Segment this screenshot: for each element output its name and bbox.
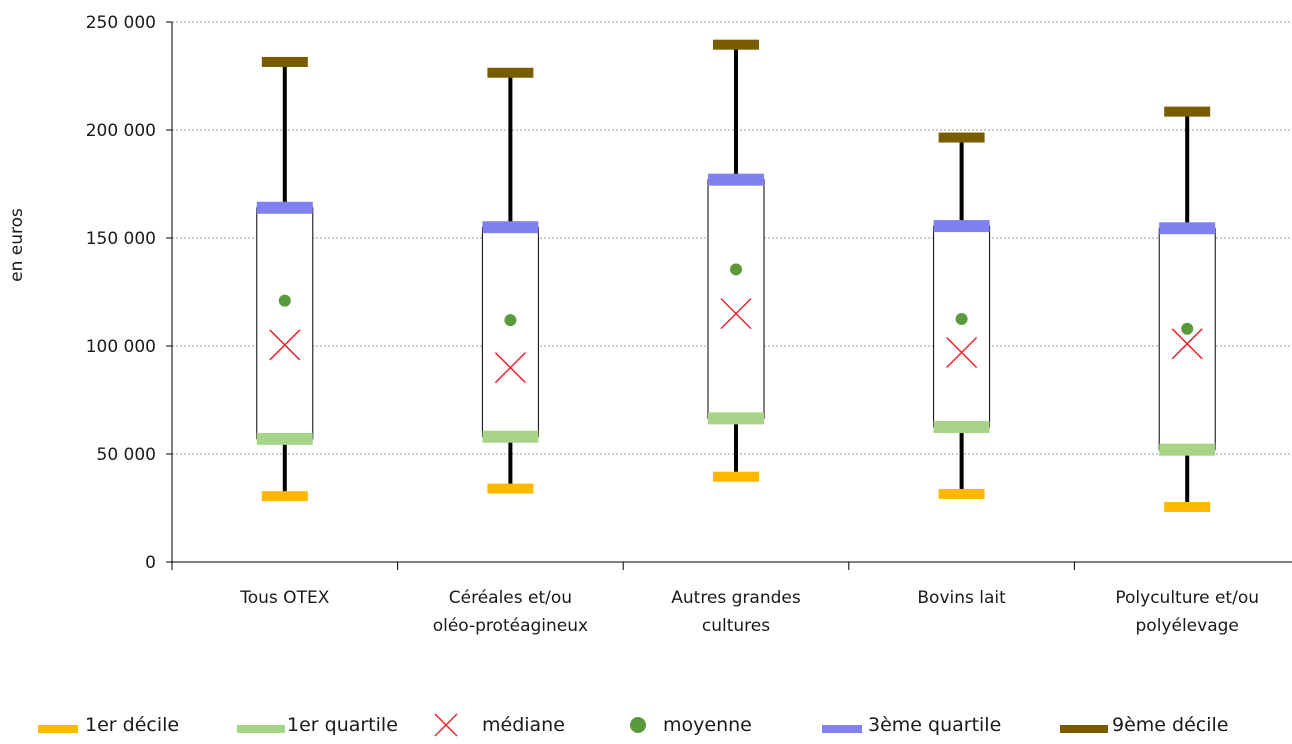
quartile3-mark <box>933 220 990 233</box>
quartile3-mark <box>256 201 313 214</box>
decile9-mark <box>261 56 308 67</box>
category-label: Céréales et/ou <box>449 588 572 608</box>
y-tick-label: 100 000 <box>86 337 156 357</box>
quartile3-mark <box>482 221 539 234</box>
mean-mark <box>1181 322 1194 335</box>
legend-swatch <box>434 713 458 737</box>
category-label: cultures <box>702 616 770 636</box>
mean-mark <box>730 263 742 276</box>
y-tick-label: 0 <box>145 553 156 573</box>
box <box>1158 227 1216 451</box>
axes <box>166 21 1292 570</box>
quartile3-mark <box>708 173 764 186</box>
category-label: Tous OTEX <box>239 588 329 608</box>
box <box>707 179 765 419</box>
decile1-mark <box>1164 501 1211 512</box>
y-axis-label: en euros <box>7 208 27 282</box>
mean-mark <box>504 314 517 327</box>
legend-swatch <box>38 725 78 733</box>
legend-swatch <box>630 717 646 733</box>
median-mark <box>946 336 978 369</box>
y-tick-label: 250 000 <box>86 13 156 33</box>
median-mark <box>720 298 752 330</box>
decile1-mark <box>938 488 985 499</box>
legend-label: 1er décile <box>85 714 179 736</box>
legend-label: médiane <box>482 714 565 736</box>
quartile3-mark <box>1159 222 1216 235</box>
quartile1-mark <box>256 432 313 445</box>
quartile1-mark <box>1159 443 1216 456</box>
legend-label: 1er quartile <box>287 714 398 736</box>
decile9-mark <box>713 39 759 50</box>
category-labels: Tous OTEX Céréales et/ou oléo-protéagineux… <box>239 588 1259 636</box>
quartile1-mark <box>482 430 539 443</box>
decile9-mark <box>938 132 985 143</box>
legend-swatch <box>1060 725 1108 733</box>
y-tick-label: 50 000 <box>97 445 156 465</box>
quartile1-mark <box>708 412 764 425</box>
box <box>933 225 991 428</box>
median-mark <box>494 352 526 384</box>
category-label: polyélevage <box>1136 616 1239 636</box>
median-mark <box>269 329 301 361</box>
y-tick-label: 150 000 <box>86 229 156 249</box>
decile1-mark <box>487 483 534 494</box>
box <box>256 207 314 440</box>
category-label: Polyculture et/ou <box>1115 588 1259 608</box>
decile9-mark <box>1164 106 1211 117</box>
y-tick-labels: 0 50 000 100 000 150 000 200 000 250 000 <box>86 13 156 573</box>
category-label: Autres grandes <box>671 588 801 608</box>
mean-mark <box>955 313 968 325</box>
legend-label: moyenne <box>663 714 752 736</box>
category-label: Bovins lait <box>917 588 1006 608</box>
category-label: oléo-protéagineux <box>433 616 588 636</box>
decile9-mark <box>487 67 534 78</box>
decile1-mark <box>261 491 308 502</box>
box <box>481 226 539 438</box>
mean-mark <box>278 294 291 307</box>
decile1-mark <box>713 471 759 482</box>
legend-label: 3ème quartile <box>868 714 1001 736</box>
legend-swatch <box>237 725 285 733</box>
legend-swatch <box>822 725 862 733</box>
y-tick-label: 200 000 <box>86 121 156 141</box>
median-mark <box>1171 328 1203 360</box>
quartile1-mark <box>933 421 990 433</box>
legend-label: 9ème décile <box>1112 714 1228 736</box>
legend: 1er décile 1er quartile médiane moyenne 3ème… <box>38 713 1228 737</box>
data-marks <box>256 39 1216 512</box>
